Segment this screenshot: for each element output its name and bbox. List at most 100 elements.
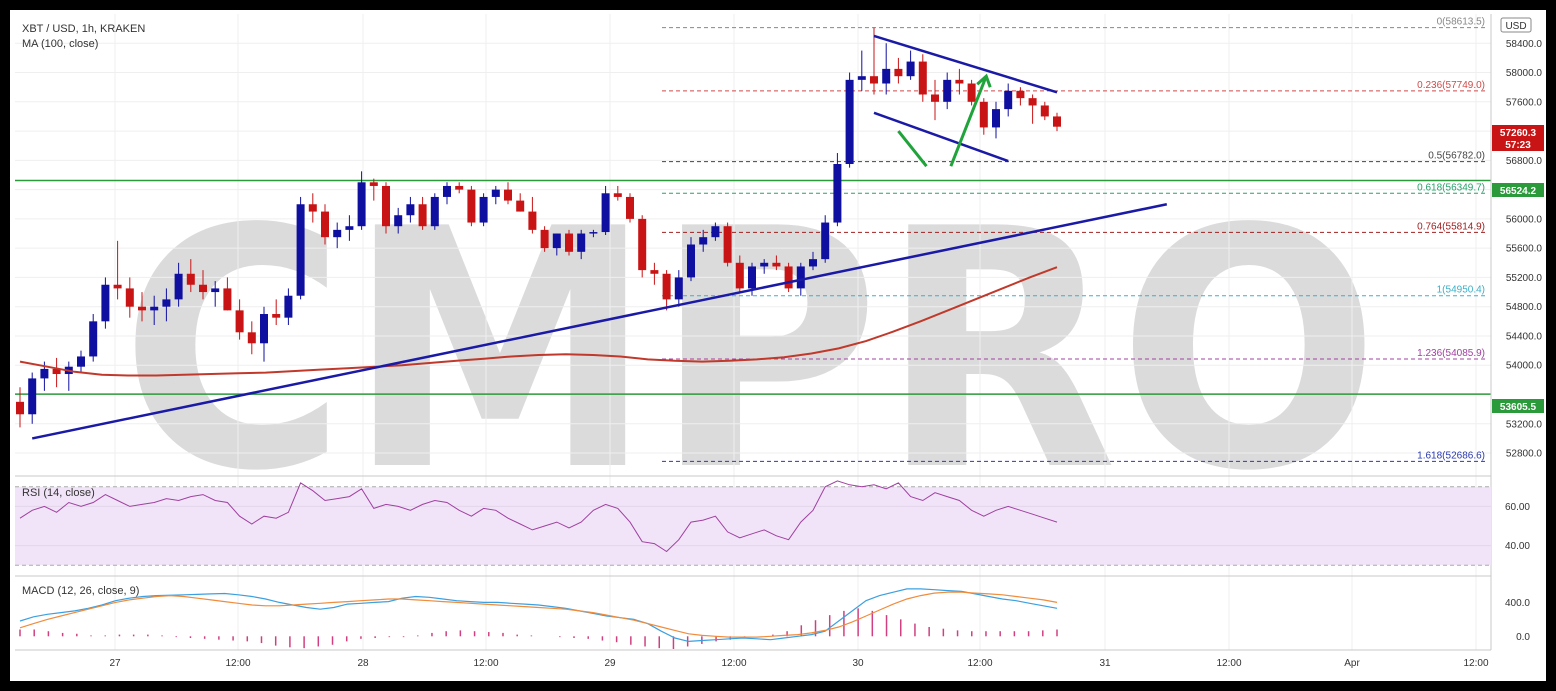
candle-body bbox=[479, 196, 488, 223]
candle-body bbox=[540, 229, 549, 249]
candle-body bbox=[77, 356, 85, 367]
candle-body bbox=[601, 193, 610, 233]
price-tick-label: 55200.0 bbox=[1506, 273, 1543, 284]
candle-body bbox=[931, 94, 939, 102]
candle-body bbox=[40, 368, 49, 379]
rsi-tick-label: 60.00 bbox=[1505, 502, 1530, 513]
candle-body bbox=[1053, 116, 1061, 127]
time-tick-label: 27 bbox=[109, 658, 121, 669]
candle-body bbox=[809, 259, 817, 267]
candle-body bbox=[955, 79, 964, 84]
forecast-up-arrow bbox=[949, 75, 988, 167]
ma-legend: MA (100, close) bbox=[22, 38, 98, 50]
candle-body bbox=[662, 273, 671, 300]
candle-body bbox=[613, 193, 622, 197]
support-badge bbox=[1492, 399, 1544, 413]
price-tick-label: 55600.0 bbox=[1506, 244, 1543, 255]
fib-level-label: 0(58613.5) bbox=[1437, 17, 1485, 28]
rsi-band bbox=[15, 486, 1491, 566]
time-tick-label: 30 bbox=[852, 658, 864, 669]
price-tick-label: 54400.0 bbox=[1506, 331, 1543, 342]
price-badges: 57260.3 57:23 56524.2 53605.5 bbox=[1492, 125, 1544, 413]
candle-body bbox=[784, 266, 793, 289]
candle-body bbox=[528, 211, 537, 230]
candle-body bbox=[16, 401, 24, 415]
candle-body bbox=[882, 68, 891, 84]
fib-level-label: 0.618(56349.7) bbox=[1417, 182, 1485, 193]
time-tick-label: 29 bbox=[604, 658, 616, 669]
candle-body bbox=[101, 284, 110, 322]
forecast-down-arrow bbox=[897, 130, 928, 168]
candle-body bbox=[760, 262, 769, 267]
fib-level-label: 1(54950.4) bbox=[1437, 285, 1485, 296]
candle-body bbox=[1028, 98, 1037, 106]
price-tick-label: 58400.0 bbox=[1506, 39, 1543, 50]
candle-body bbox=[333, 229, 342, 238]
price-tick-label: 57600.0 bbox=[1506, 97, 1543, 108]
fib-level-label: 0.5(56782.0) bbox=[1428, 151, 1485, 162]
candle-body bbox=[418, 204, 427, 227]
candle-body bbox=[723, 226, 732, 263]
candle-body bbox=[833, 164, 842, 223]
trendline bbox=[873, 111, 1009, 163]
candle-body bbox=[674, 277, 683, 300]
candle-body bbox=[174, 273, 183, 300]
candle-body bbox=[382, 185, 390, 227]
candle-body bbox=[967, 83, 976, 102]
price-tick-label: 56000.0 bbox=[1506, 214, 1543, 225]
price-tick-label: 53200.0 bbox=[1506, 419, 1543, 430]
time-tick-label: 12:00 bbox=[225, 658, 250, 669]
candle-body bbox=[857, 76, 866, 80]
candle-body bbox=[979, 101, 988, 128]
candle-body bbox=[150, 306, 159, 311]
macd-pane bbox=[19, 588, 1058, 649]
support-text: 53605.5 bbox=[1500, 402, 1537, 413]
candle-body bbox=[369, 182, 378, 186]
price-tick-label: 56800.0 bbox=[1506, 156, 1543, 167]
candle-body bbox=[235, 310, 244, 333]
candle-body bbox=[821, 222, 830, 260]
currency-label: USD bbox=[1505, 21, 1526, 32]
price-tick-label: 54000.0 bbox=[1506, 361, 1543, 372]
candle-body bbox=[272, 314, 281, 318]
time-tick-label: 12:00 bbox=[721, 658, 746, 669]
macd-tick-label: 0.0 bbox=[1516, 632, 1530, 643]
signal-line bbox=[19, 591, 1058, 638]
candle-body bbox=[943, 79, 952, 102]
candle-body bbox=[577, 233, 586, 252]
fib-level-label: 1.618(52686.6) bbox=[1417, 450, 1485, 461]
candle-body bbox=[565, 233, 573, 252]
chart-frame: CMPRO 58400.058000.057600.057200.056800.… bbox=[10, 10, 1546, 681]
candle-body bbox=[626, 196, 634, 219]
price-tick-label: 58000.0 bbox=[1506, 68, 1543, 79]
candle-body bbox=[589, 232, 598, 234]
candle-body bbox=[162, 299, 171, 307]
candle-body bbox=[138, 306, 146, 311]
time-tick-label: 12:00 bbox=[967, 658, 992, 669]
time-tick-label: 12:00 bbox=[1216, 658, 1241, 669]
resistance-text: 56524.2 bbox=[1500, 186, 1537, 197]
rsi-tick-label: 40.00 bbox=[1505, 541, 1530, 552]
time-axis[interactable]: 27 12:00 28 12:00 29 12:00 30 12:00 31 12:00 Apr 12… bbox=[109, 658, 1489, 669]
time-tick-label: Apr bbox=[1344, 658, 1360, 669]
candle-body bbox=[1016, 90, 1025, 99]
price-tick-label: 52800.0 bbox=[1506, 449, 1543, 460]
price-tick-label: 54800.0 bbox=[1506, 302, 1543, 313]
candle-body bbox=[992, 109, 1000, 128]
candle-body bbox=[650, 270, 659, 274]
candle-body bbox=[687, 244, 695, 278]
candle-body bbox=[308, 204, 317, 212]
candle-body bbox=[845, 79, 854, 165]
chart-canvas[interactable]: CMPRO 58400.058000.057600.057200.056800.… bbox=[10, 10, 1546, 681]
macd-line bbox=[19, 588, 1058, 643]
currency-badge[interactable] bbox=[1500, 17, 1532, 33]
candle-body bbox=[199, 284, 207, 293]
candle-body bbox=[186, 273, 195, 285]
candle-body bbox=[516, 200, 525, 212]
candle-body bbox=[894, 68, 903, 77]
main-plot bbox=[15, 27, 1491, 462]
trendline bbox=[873, 34, 1058, 94]
candle-body bbox=[870, 76, 878, 84]
candle-body bbox=[89, 321, 98, 357]
candle-body bbox=[357, 182, 366, 227]
